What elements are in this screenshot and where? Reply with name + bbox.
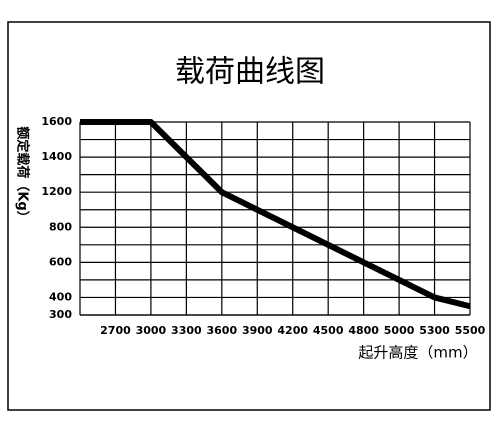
x-tick-label: 4500 [313,324,344,337]
y-tick-label: 600 [49,255,72,268]
x-tick-label: 5300 [419,324,450,337]
chart-title: 载荷曲线图 [175,55,325,90]
y-tick-label: 400 [49,290,72,303]
x-tick-label: 2700 [100,324,131,337]
y-tick-label: 300 [49,308,72,321]
y-tick-label: 1400 [41,150,72,163]
x-tick-label: 4200 [277,324,308,337]
x-axis-label: 起升高度（mm） [358,344,477,362]
x-tick-label: 3300 [171,324,202,337]
x-tick-label: 3900 [242,324,273,337]
y-axis-label: 额定载荷（Kg） [15,126,31,223]
x-tick-label: 5000 [384,324,415,337]
load-curve [80,119,471,310]
x-tick-label: 3000 [136,324,167,337]
x-tick-label: 3600 [207,324,238,337]
frame [7,21,491,411]
x-tick-label: 4800 [348,324,379,337]
x-tick-label: 5500 [455,324,486,337]
y-tick-label: 1200 [41,185,72,198]
y-tick-label: 1600 [41,115,72,128]
y-tick-label: 800 [49,220,72,233]
